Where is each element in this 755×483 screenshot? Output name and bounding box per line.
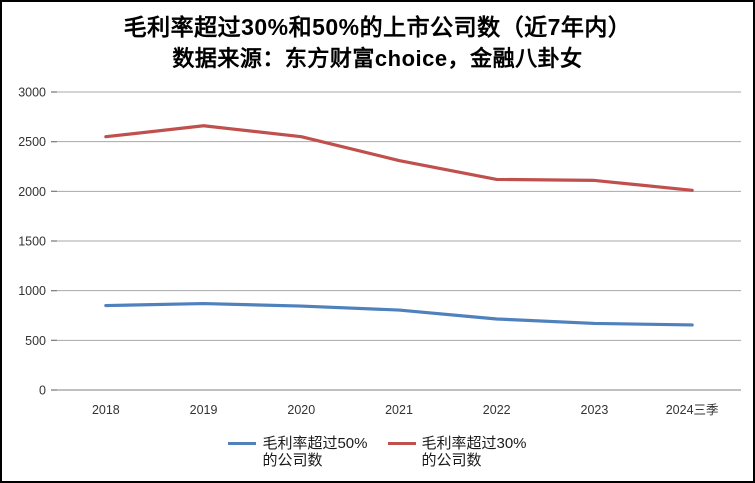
legend-label-over30-line2: 的公司数 (421, 452, 482, 469)
chart-subtitle: 数据来源：东方财富choice，金融八卦女 (172, 46, 583, 71)
legend-label-over50-line1: 毛利率超过50% (262, 435, 368, 452)
y-tick-label: 1000 (18, 284, 46, 298)
x-tick-label: 2019 (190, 403, 218, 417)
legend: 毛利率超过50% 的公司数 毛利率超过30% 的公司数 (2, 435, 753, 469)
x-tick-label: 2021 (385, 403, 413, 417)
chart-title: 毛利率超过30%和50%的上市公司数（近7年内） (123, 14, 632, 40)
legend-label-over50: 毛利率超过50% 的公司数 (262, 435, 367, 469)
x-tick-label: 2024三季 (666, 403, 719, 417)
y-tick-label: 2500 (18, 135, 46, 149)
legend-label-over50-line2: 的公司数 (262, 452, 323, 469)
legend-item-over30: 毛利率超过30% 的公司数 (387, 435, 527, 469)
y-tick-label: 2000 (18, 185, 46, 199)
y-tick-label: 500 (25, 334, 46, 348)
line-chart-plot: 0 500 1000 1500 2000 2500 3000 2018 2019 2020 2021… (18, 86, 741, 417)
series-line-1 (104, 124, 694, 192)
legend-item-over50: 毛利率超过50% 的公司数 (228, 435, 368, 469)
legend-line-sample-red (387, 442, 416, 445)
x-tick-label: 2018 (92, 403, 120, 417)
series-line-0 (104, 301, 694, 327)
legend-label-over30: 毛利率超过30% 的公司数 (422, 435, 527, 469)
x-tick-label: 2023 (581, 403, 609, 417)
legend-line-sample-blue (228, 442, 257, 445)
x-tick-label: 2022 (483, 403, 511, 417)
y-tick-label: 1500 (18, 235, 46, 249)
x-tick-label: 2020 (287, 403, 315, 417)
y-tick-label: 3000 (18, 86, 46, 100)
legend-label-over30-line1: 毛利率超过30% (421, 435, 527, 452)
title-block: 毛利率超过30%和50%的上市公司数（近7年内） 数据来源：东方财富choice… (2, 11, 753, 74)
y-tick-label: 0 (39, 384, 46, 398)
